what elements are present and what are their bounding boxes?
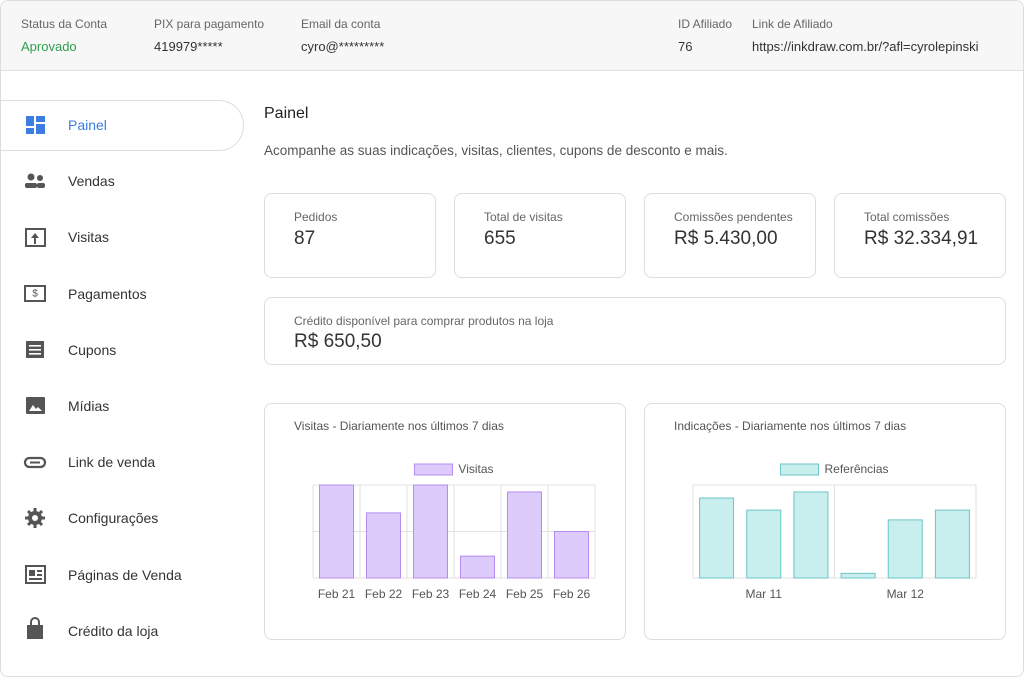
stat-card: Comissões pendentes R$ 5.430,00	[644, 193, 816, 278]
stat-card: Total de visitas 655	[454, 193, 626, 278]
nav-item[interactable]: Vendas	[68, 173, 115, 190]
header-field: Link de Afiliado https://inkdraw.com.br/?…	[752, 17, 979, 54]
field-value: https://inkdraw.com.br/?afl=cyrolepinski	[752, 39, 979, 54]
stat-label: Comissões pendentes	[674, 210, 793, 224]
field-label: ID Afiliado	[678, 17, 733, 31]
chart-title: Indicações - Diariamente nos últimos 7 d…	[674, 419, 906, 433]
credit-card: Crédito disponível para comprar produtos…	[264, 297, 1006, 365]
header-field: PIX para pagamento 419979*****	[154, 17, 264, 54]
nav-item[interactable]: Configurações	[68, 510, 159, 527]
field-value: 419979*****	[154, 39, 223, 54]
bar	[554, 531, 589, 579]
nav-item[interactable]: Páginas de Venda	[68, 566, 182, 583]
bar	[507, 491, 542, 579]
subtitle: Acompanhe as suas indicações, visitas, c…	[264, 143, 728, 158]
bar	[319, 484, 354, 579]
stat-card: Pedidos 87	[264, 193, 436, 278]
field-label: PIX para pagamento	[154, 17, 265, 31]
bar	[840, 572, 876, 579]
bar	[460, 555, 495, 579]
stat-label: Total de visitas	[484, 210, 563, 224]
stat-label: Pedidos	[294, 210, 338, 224]
legend-swatch	[413, 463, 453, 476]
nav-item[interactable]: Link de venda	[68, 454, 156, 471]
bar	[887, 519, 923, 579]
nav-item[interactable]: Pagamentos	[68, 285, 147, 302]
legend-label: Visitas	[458, 462, 493, 476]
legend-swatch	[779, 463, 819, 476]
header-field: Email da conta cyro@*********	[301, 17, 384, 54]
nav-item[interactable]: Mídias	[68, 398, 110, 414]
nav-item[interactable]: Painel	[68, 117, 107, 133]
x-tick-label: Feb 24	[459, 587, 497, 601]
stat-value: 87	[294, 228, 316, 249]
x-tick-label: Feb 26	[553, 587, 591, 601]
bar	[413, 484, 448, 579]
x-tick-label: Mar 11	[746, 587, 783, 601]
bar	[934, 509, 970, 579]
bar	[793, 491, 829, 579]
credit-value: R$ 650,50	[294, 331, 382, 352]
x-tick-label: Feb 23	[412, 587, 450, 601]
icons: $	[23, 116, 47, 639]
field-value: cyro@*********	[301, 39, 385, 54]
stat-value: R$ 5.430,00	[674, 228, 778, 249]
page-title: Painel	[264, 105, 309, 122]
stat-label: Total comissões	[864, 210, 950, 224]
svg-text:$: $	[32, 289, 38, 300]
field-value: 76	[678, 39, 693, 54]
x-tick-label: Feb 25	[506, 587, 544, 601]
bar	[699, 497, 735, 579]
nav-item[interactable]: Cupons	[68, 341, 117, 358]
stat-card: Total comissões R$ 32.334,91	[834, 193, 1006, 278]
credit-label: Crédito disponível para comprar produtos…	[294, 314, 554, 328]
x-tick-label: Feb 21	[318, 587, 356, 601]
field-value: Aprovado	[21, 39, 77, 54]
bar	[746, 509, 782, 579]
field-label: Status da Conta	[21, 17, 108, 31]
nav-item[interactable]: Crédito da loja	[68, 622, 159, 639]
x-tick-label: Feb 22	[365, 587, 403, 601]
field-label: Link de Afiliado	[752, 17, 833, 31]
field-label: Email da conta	[301, 17, 381, 31]
header-field: Status da Conta Aprovado	[21, 17, 107, 54]
nav-item[interactable]: Visitas	[68, 229, 109, 246]
legend-label: Referências	[824, 462, 888, 476]
stat-value: 655	[484, 228, 516, 249]
x-tick-label: Mar 12	[887, 587, 925, 601]
bar	[366, 512, 401, 579]
chart-title: Visitas - Diariamente nos últimos 7 dias	[294, 419, 504, 433]
active-pill	[1, 100, 244, 151]
stat-value: R$ 32.334,91	[864, 228, 979, 249]
header-field: ID Afiliado 76	[678, 17, 732, 54]
header: Status da Conta Aprovado PIX para pagament…	[1, 1, 1023, 71]
